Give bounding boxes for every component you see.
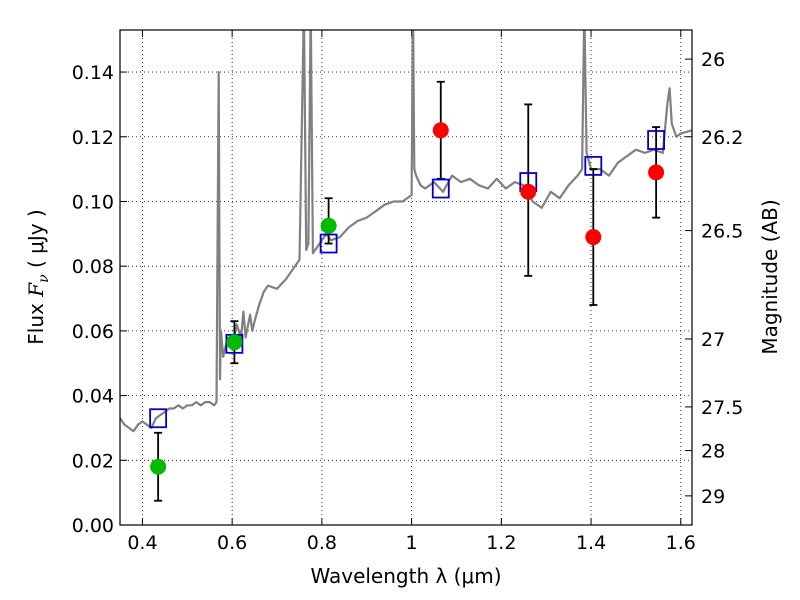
y-axis-label-sub: ν (36, 274, 52, 283)
detection-point (648, 164, 665, 181)
y2-tick-label: 26.2 (701, 127, 743, 149)
y-axis-label-unit: ( μJy ) (24, 209, 48, 274)
model-photometry-square (647, 130, 666, 150)
y-tick-label: 0.06 (72, 321, 114, 343)
detection-point (585, 229, 602, 246)
y-tick-label: 0.04 (72, 386, 114, 408)
x-tick-label: 1.6 (666, 532, 696, 554)
model-photometry-square (319, 233, 338, 254)
y-axis-label-math: F (24, 282, 48, 298)
model-photometry-square (584, 155, 603, 176)
model-photometry-square (149, 408, 168, 429)
y2-tick-label: 28 (701, 441, 725, 463)
detection-point (520, 183, 537, 200)
axis-ticks: 0.4 0.6 0.8 1 1.2 1.4 1.6 0.00 0.02 0.04 0.06 0.08 0… (72, 30, 743, 554)
x-tick-label: 0.8 (307, 532, 337, 554)
x-axis-label: Wavelength λ (μm) (310, 564, 501, 588)
y2-tick-label: 29 (701, 486, 725, 508)
y-tick-label: 0.10 (72, 191, 114, 213)
y2-tick-label: 27 (701, 329, 725, 351)
y-tick-label: 0.02 (72, 450, 114, 472)
y-tick-label: 0.00 (72, 515, 114, 537)
y2-tick-label: 26 (701, 49, 725, 71)
y2-axis-label: Magnitude (AB) (758, 199, 782, 354)
y-tick-label: 0.12 (72, 127, 114, 149)
x-tick-label: 1.4 (576, 532, 606, 554)
detection-point (320, 217, 337, 234)
detection-point (432, 122, 449, 139)
x-tick-label: 1.2 (486, 532, 516, 554)
x-tick-label: 0.6 (217, 532, 247, 554)
x-tick-label: 1 (406, 532, 418, 554)
model-photometry-square (431, 178, 450, 199)
y2-tick-label: 26.5 (701, 221, 743, 243)
y-tick-label: 0.08 (72, 256, 114, 278)
x-tick-label: 0.4 (127, 532, 157, 554)
detection-point (150, 458, 167, 475)
y2-tick-label: 27.5 (701, 397, 743, 419)
detection-point (226, 334, 243, 351)
y-axis-label: Flux Fν ( μJy ) (24, 209, 52, 344)
y-axis-label-prefix: Flux (24, 297, 48, 345)
plot-frame (119, 29, 693, 526)
y-tick-label: 0.14 (72, 62, 114, 84)
data-layer (120, 30, 692, 502)
